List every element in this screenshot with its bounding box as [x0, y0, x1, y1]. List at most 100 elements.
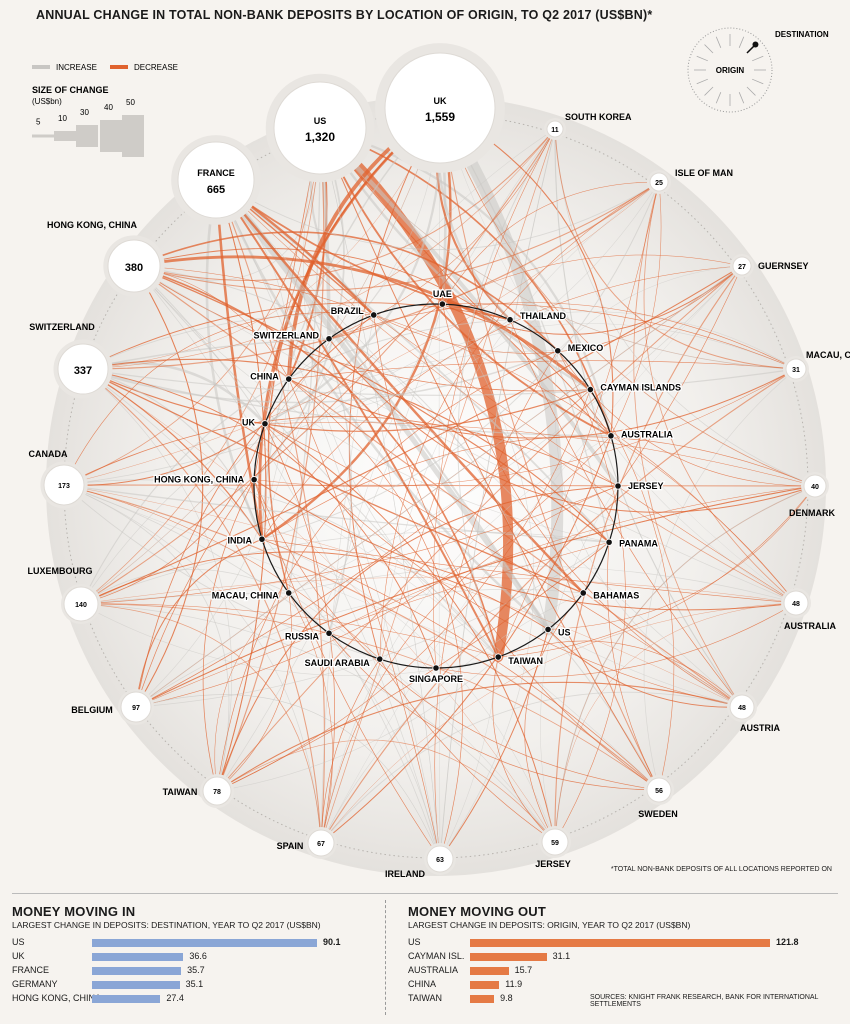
cross-flow-uk	[82, 107, 441, 370]
destination-label-taiwan: TAIWAN	[508, 656, 543, 666]
cross-flow-spain	[320, 368, 797, 844]
origin-value-taiwan: 78	[213, 789, 221, 796]
size-step-5	[32, 134, 54, 138]
cross-flow-spain	[320, 265, 743, 844]
bar-label: UK	[12, 951, 25, 961]
bar-row-australia: AUSTRALIA 15.7	[408, 965, 788, 977]
cross-flow-luxembourg	[80, 603, 322, 844]
increase-flow-spain	[320, 435, 612, 844]
bar	[470, 939, 770, 947]
bar-row-china: CHINA 11.9	[408, 979, 788, 991]
size-step-40	[100, 120, 122, 152]
decrease-flow-ireland	[434, 350, 559, 860]
cross-flow-denmark	[63, 484, 816, 487]
size-step-10	[54, 131, 76, 141]
decrease-flow-hong-kong-china	[132, 255, 592, 392]
increase-flow-guernsey	[557, 265, 743, 351]
decrease-flow-canada	[63, 416, 619, 487]
cross-flow-sweden	[643, 368, 797, 791]
legend-size-steps: 5 10 30 40 50	[32, 98, 144, 157]
decrease-flow-austria	[264, 423, 743, 708]
origin-value-australia: 48	[792, 601, 800, 608]
panel-divider	[385, 900, 386, 1015]
destination-dot-us	[544, 625, 552, 634]
destination-nodes: UAE THAILAND MEXICO CAYMAN ISLANDS AUSTRALIA…	[153, 288, 682, 685]
size-step-label: 50	[126, 98, 135, 107]
cross-flow-luxembourg	[80, 576, 797, 605]
origin-value-luxembourg: 140	[75, 602, 87, 609]
destination-dot-cayman-islands	[586, 385, 594, 394]
cross-flow-ireland	[319, 127, 441, 860]
bar	[92, 995, 161, 1003]
page-title: ANNUAL CHANGE IN TOTAL NON-BANK DEPOSITS…	[36, 8, 653, 22]
destination-label-brazil: BRAZIL	[331, 306, 364, 316]
cross-flow-switzerland	[82, 368, 233, 792]
increase-flow-south-korea	[261, 128, 556, 540]
origin-node-uk	[384, 52, 496, 164]
cross-flow-denmark	[439, 107, 816, 487]
bar	[92, 939, 317, 947]
origin-node-guernsey	[732, 256, 752, 276]
bar-value: 15.7	[514, 965, 533, 975]
origin-value-south-korea: 11	[551, 127, 559, 134]
destination-dot-bahamas	[579, 589, 587, 597]
cross-flow-south-korea	[80, 128, 556, 605]
decrease-flow-taiwan	[216, 350, 559, 792]
destination-label-india: INDIA	[227, 535, 252, 545]
decrease-flow-isle-of-man	[610, 181, 662, 437]
increase-flow-guernsey	[288, 265, 743, 594]
decrease-flow-australia	[261, 538, 797, 604]
origin-value-guernsey: 27	[738, 264, 746, 271]
bar-label: US	[12, 937, 25, 947]
origin-value-ireland: 63	[436, 857, 444, 864]
decrease-flow-luxembourg	[80, 603, 499, 658]
compass-destination-dot	[752, 41, 759, 48]
compass-arrow	[752, 78, 764, 85]
bar-label: US	[408, 937, 421, 947]
bar-row-taiwan: TAIWAN 9.8	[408, 993, 788, 1005]
origin-label-uk: UK	[434, 96, 447, 106]
cross-flow-spain	[320, 602, 797, 844]
origin-value-belgium: 97	[132, 705, 140, 712]
compass-destination-label: DESTINATION	[775, 30, 829, 39]
increase-flow-switzerland	[82, 368, 263, 540]
increase-flow-spain	[320, 314, 375, 844]
cross-flow-taiwan	[216, 681, 743, 792]
decrease-flow-jersey	[554, 350, 626, 843]
destination-label-hong-kong-china: HONG KONG, CHINA	[154, 475, 245, 485]
size-step-label: 40	[104, 103, 113, 112]
destination-dot-uk	[261, 420, 269, 428]
compass-arrow	[715, 92, 722, 104]
compass-arrow	[752, 55, 764, 62]
decrease-flow-denmark	[497, 485, 816, 658]
cross-flow-taiwan	[216, 265, 743, 792]
origin-node-australia	[783, 590, 809, 616]
origin-node-switzerland	[57, 343, 109, 395]
decrease-flow-luxembourg	[80, 485, 619, 605]
compass-arrow	[696, 78, 708, 85]
increase-flow-australia	[288, 565, 797, 604]
destination-label-cayman-islands: CAYMAN ISLANDS	[600, 382, 681, 392]
destination-label-macau-china: MACAU, CHINA	[212, 590, 279, 600]
increase-flow-hong-kong-china	[133, 265, 499, 658]
decrease-flow-belgium	[135, 541, 610, 708]
money-out-title: MONEY MOVING OUT	[408, 904, 547, 919]
decrease-flow-isle-of-man	[379, 181, 660, 660]
origin-label-france: FRANCE	[197, 168, 235, 178]
money-out-panel: MONEY MOVING OUT LARGEST CHANGE IN DEPOS…	[408, 904, 690, 930]
compass-arrow	[738, 92, 745, 104]
increase-flow-sweden	[253, 479, 660, 791]
destination-dot-australia	[607, 432, 615, 440]
decrease-flow-austria	[497, 640, 743, 708]
decrease-flow-austria	[264, 423, 743, 708]
decrease-flow-ireland	[253, 479, 441, 860]
destination-dot-mexico	[554, 347, 562, 355]
increase-flow-south-korea	[457, 128, 556, 658]
decrease-flow-macau-china	[288, 360, 797, 380]
destination-label-us: US	[558, 628, 571, 638]
increase-flow-taiwan	[216, 656, 499, 792]
origin-node-hong-kong-china	[107, 239, 161, 293]
destination-label-switzerland: SWITZERLAND	[254, 331, 320, 341]
origin-label-australia: AUSTRALIA	[784, 621, 836, 631]
decrease-flow-belgium	[135, 389, 591, 708]
